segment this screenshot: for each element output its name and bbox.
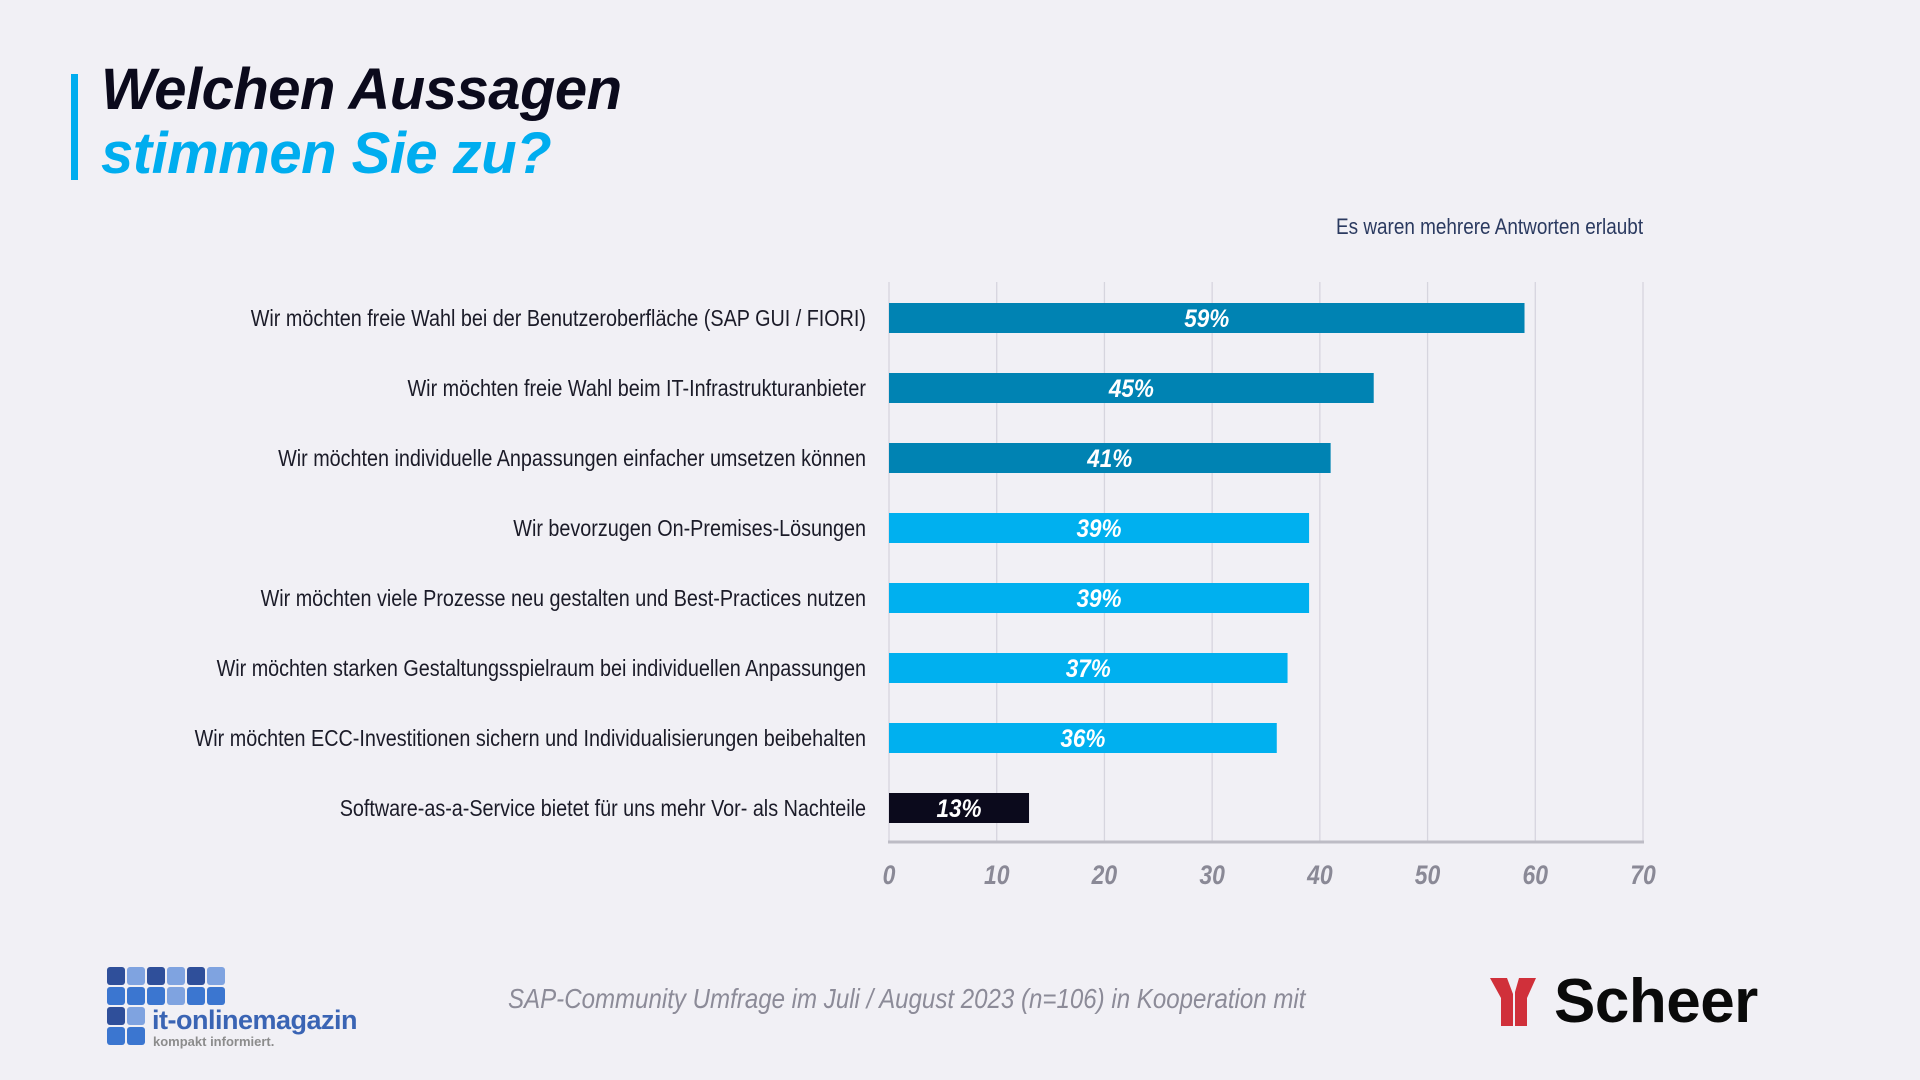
bar: [889, 583, 1310, 613]
scheer-y-icon: [1490, 978, 1536, 1026]
page-title: Welchen Aussagen stimmen Sie zu?: [101, 58, 622, 186]
logo-square: [107, 1007, 125, 1025]
bar: [889, 513, 1310, 543]
category-label: Wir bevorzugen On-Premises-Lösungen: [513, 516, 866, 542]
logo-square: [107, 967, 125, 985]
multiple-answers-note: Es waren mehrere Antworten erlaubt: [1335, 214, 1643, 239]
value-label: 45%: [1108, 375, 1154, 403]
value-label: 41%: [1086, 445, 1132, 473]
x-axis: 0 10 20 30 40 50 60 70: [883, 840, 1656, 890]
value-label: 39%: [1077, 585, 1122, 613]
bar: [889, 303, 1525, 333]
logo-square: [207, 967, 225, 985]
scheer-wordmark: Scheer: [1554, 967, 1758, 1036]
logo-square: [147, 987, 165, 1005]
x-tick-label: 70: [1630, 860, 1656, 890]
value-labels: 59% 45% 41% 39% 39% 37% 36% 13%: [937, 305, 1230, 823]
bar: [889, 653, 1288, 683]
logo-square: [207, 987, 225, 1005]
x-tick-label: 0: [883, 860, 896, 890]
category-labels: Wir möchten freie Wahl bei der Benutzero…: [195, 306, 866, 822]
x-tick-label: 60: [1523, 860, 1549, 890]
bars: [889, 303, 1525, 823]
title-line-1: Welchen Aussagen: [101, 57, 622, 122]
category-label: Wir möchten starken Gestaltungsspielraum…: [217, 656, 866, 682]
bar: [889, 723, 1277, 753]
x-tick-label: 50: [1415, 860, 1441, 890]
gridlines: [888, 282, 1644, 842]
logo-square: [167, 967, 185, 985]
category-label: Wir möchten freie Wahl bei der Benutzero…: [251, 306, 866, 332]
logo-square: [127, 1027, 145, 1045]
bar: [889, 793, 1030, 823]
logo-name: it-onlinemagazin: [152, 1005, 358, 1035]
logo-square: [107, 987, 125, 1005]
logo-square: [127, 987, 145, 1005]
x-tick-label: 40: [1306, 860, 1332, 890]
x-tick-label: 10: [984, 860, 1010, 890]
category-label: Wir möchten ECC-Investitionen sichern un…: [195, 726, 866, 752]
source-note: SAP-Community Umfrage im Juli / August 2…: [508, 983, 1306, 1014]
logo-square: [127, 967, 145, 985]
category-label: Wir möchten viele Prozesse neu gestalten…: [261, 586, 866, 612]
value-label: 59%: [1184, 305, 1229, 333]
bar: [889, 373, 1374, 403]
value-label: 13%: [937, 795, 982, 823]
value-label: 39%: [1077, 515, 1122, 543]
logo-square: [187, 987, 205, 1005]
logo-square: [167, 987, 185, 1005]
title-accent-bar: [71, 74, 78, 180]
category-label: Wir möchten freie Wahl beim IT-Infrastru…: [408, 376, 866, 402]
logo-square: [187, 967, 205, 985]
logo-square: [107, 1027, 125, 1045]
x-tick-label: 30: [1199, 860, 1225, 890]
x-tick-label: 20: [1091, 860, 1117, 890]
value-label: 37%: [1066, 655, 1111, 683]
it-onlinemagazin-logo: it-onlinemagazin kompakt informiert.: [107, 967, 367, 1049]
bar: [889, 443, 1331, 473]
logo-square: [147, 967, 165, 985]
logo-claim: kompakt informiert.: [153, 1034, 275, 1049]
category-label: Software-as-a-Service bietet für uns meh…: [340, 796, 866, 822]
title-line-2: stimmen Sie zu?: [101, 121, 552, 186]
value-label: 36%: [1060, 725, 1105, 753]
category-label: Wir möchten individuelle Anpassungen ein…: [278, 446, 866, 472]
logo-square: [127, 1007, 145, 1025]
